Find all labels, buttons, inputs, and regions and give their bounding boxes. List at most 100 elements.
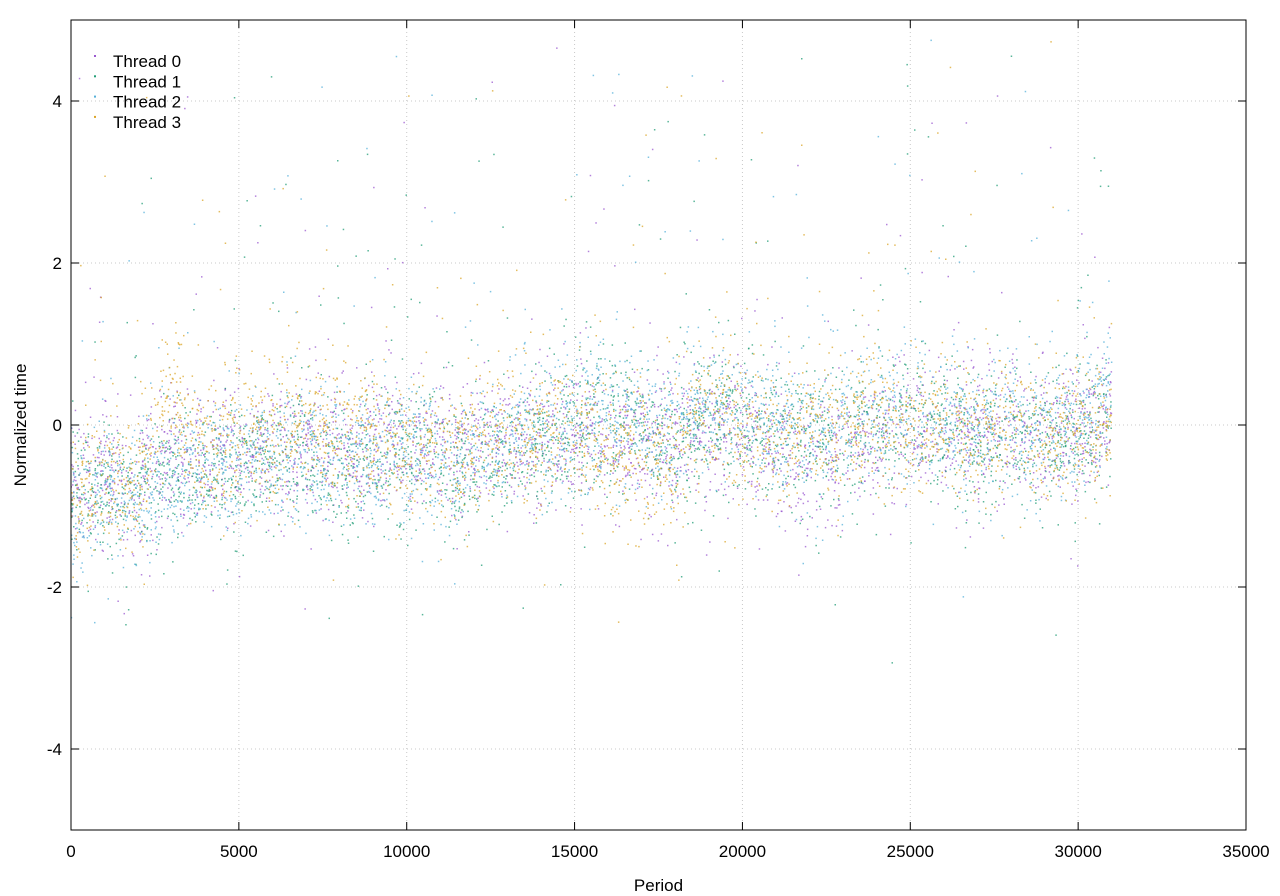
data-point <box>575 384 578 386</box>
data-point <box>396 462 398 465</box>
data-point <box>1037 429 1040 431</box>
data-point <box>1090 455 1092 457</box>
data-point <box>92 474 94 476</box>
data-point <box>501 465 504 467</box>
data-point <box>1035 375 1037 378</box>
data-point <box>980 441 982 444</box>
data-point <box>894 447 896 450</box>
data-point <box>747 481 749 484</box>
data-point <box>464 454 466 456</box>
data-point <box>1042 409 1045 412</box>
data-point <box>113 491 115 493</box>
data-point <box>153 488 155 491</box>
data-point <box>430 429 432 432</box>
data-point <box>313 402 316 404</box>
data-point <box>1046 400 1048 403</box>
data-point <box>347 431 350 434</box>
data-point <box>666 451 668 453</box>
data-point <box>150 534 152 536</box>
data-point <box>300 453 302 456</box>
data-point <box>468 531 470 533</box>
data-point <box>1073 417 1075 420</box>
data-point <box>802 345 805 347</box>
data-point <box>794 520 797 522</box>
data-point <box>1025 410 1027 412</box>
data-point <box>1083 392 1085 394</box>
data-point <box>287 454 289 457</box>
data-point <box>266 497 268 499</box>
data-point <box>258 448 261 451</box>
data-point <box>460 511 462 514</box>
data-point <box>385 340 387 342</box>
data-point <box>609 360 611 362</box>
data-point <box>816 440 818 442</box>
data-point <box>786 482 789 484</box>
data-point <box>272 302 274 304</box>
data-point <box>390 435 392 437</box>
data-point <box>646 379 649 381</box>
data-point <box>139 533 142 535</box>
data-point <box>375 444 377 446</box>
data-point <box>364 422 367 424</box>
data-point <box>785 483 788 485</box>
data-point <box>443 427 446 430</box>
data-point <box>516 461 518 464</box>
data-point <box>477 497 479 499</box>
data-point <box>338 505 340 507</box>
data-point <box>564 442 566 444</box>
data-point <box>481 465 483 468</box>
data-point <box>421 502 424 505</box>
data-point <box>83 497 86 499</box>
data-point <box>623 467 626 469</box>
data-point <box>682 418 685 420</box>
data-point <box>723 433 726 435</box>
data-point <box>382 412 385 414</box>
data-point <box>296 476 298 478</box>
data-point <box>751 426 753 428</box>
data-point <box>351 522 354 524</box>
data-point <box>610 414 612 416</box>
data-point <box>571 448 573 451</box>
data-point <box>579 381 581 383</box>
data-point <box>532 449 535 451</box>
data-point <box>553 414 556 417</box>
data-point <box>849 454 852 457</box>
data-point <box>574 452 577 454</box>
data-point <box>918 376 920 378</box>
data-point <box>1104 411 1106 413</box>
data-point <box>415 529 417 531</box>
data-point <box>909 404 911 406</box>
data-point <box>161 478 163 480</box>
data-point <box>433 450 435 453</box>
data-point <box>651 468 654 471</box>
data-point <box>89 416 92 418</box>
data-point <box>454 486 457 489</box>
data-point <box>341 502 343 504</box>
data-point <box>533 522 535 524</box>
data-point <box>236 437 238 439</box>
data-point <box>742 426 744 428</box>
data-point <box>508 403 511 405</box>
data-point <box>986 417 988 419</box>
data-point <box>173 469 175 472</box>
data-point <box>259 225 262 227</box>
data-point <box>675 476 678 478</box>
data-point <box>534 438 536 440</box>
data-point <box>1063 403 1065 405</box>
data-point <box>805 467 808 470</box>
data-point <box>177 436 179 439</box>
data-point <box>859 440 862 442</box>
data-point <box>501 441 503 443</box>
data-point <box>904 453 906 455</box>
data-point <box>1094 498 1096 500</box>
data-point <box>474 474 476 477</box>
data-point <box>652 433 655 435</box>
data-point <box>484 443 486 445</box>
data-point <box>905 364 907 366</box>
data-point <box>1088 393 1091 395</box>
data-point <box>1083 437 1085 439</box>
data-point <box>902 435 904 437</box>
data-point <box>558 463 560 465</box>
data-point <box>735 408 737 411</box>
data-point <box>388 429 390 432</box>
